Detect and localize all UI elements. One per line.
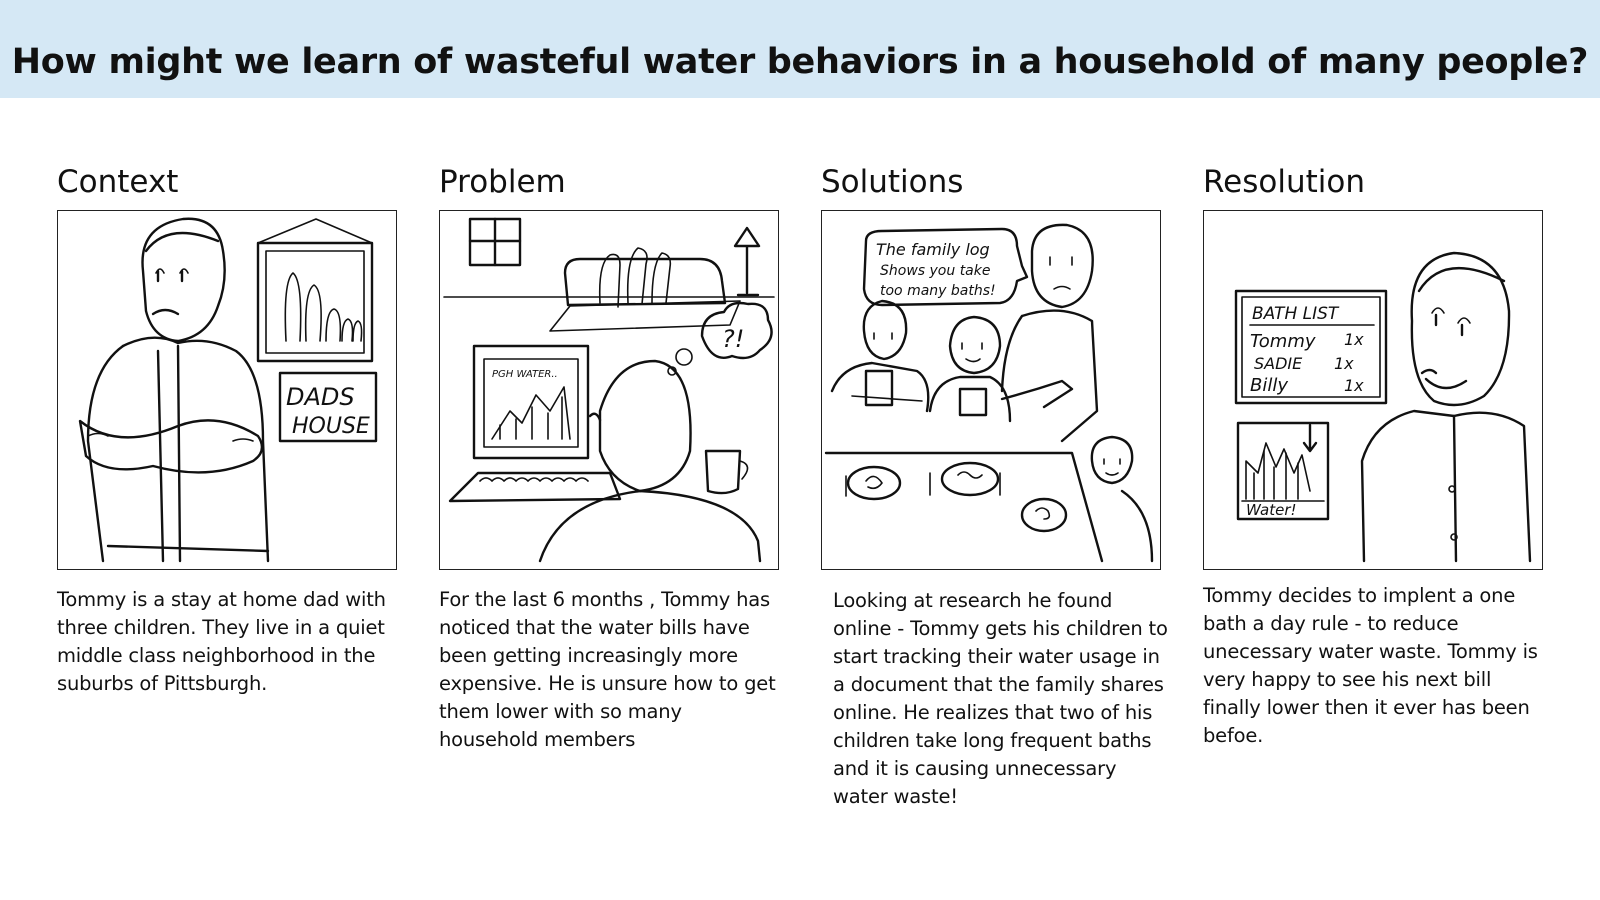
sign-text-dads: DADS (286, 383, 355, 411)
sketch-frame: BATH LIST Tommy 1x SADIE 1x Billy 1x Wat… (1203, 210, 1543, 570)
list-name-sadie: SADIE (1254, 354, 1303, 373)
sign-text-house: HOUSE (292, 414, 370, 439)
sketch-water-bill-worry: PGH WATER.. ?! (443, 217, 775, 563)
panel-caption: Looking at research he found online - To… (833, 589, 1168, 808)
sketch-dad-house: DADS HOUSE (78, 217, 378, 563)
thought-text: ?! (722, 325, 744, 353)
sketch-frame: DADS HOUSE (57, 210, 397, 570)
panel-heading: Problem (439, 164, 566, 200)
list-count-billy: 1x (1344, 376, 1364, 395)
panel-caption: Tommy decides to implent a one bath a da… (1203, 584, 1538, 747)
chart-label: Water! (1246, 501, 1297, 519)
bubble-line-1: The family log (876, 240, 990, 259)
sketch-bath-list: BATH LIST Tommy 1x SADIE 1x Billy 1x Wat… (1234, 251, 1532, 563)
title-banner: How might we learn of wasteful water beh… (0, 0, 1600, 98)
list-count-tommy: 1x (1344, 330, 1364, 349)
panel-heading: Resolution (1203, 164, 1365, 200)
page-title: How might we learn of wasteful water beh… (11, 42, 1589, 82)
panel-solutions: Solutions The family log Shows you take … (821, 160, 1168, 808)
sketch-frame: The family log Shows you take too many b… (821, 210, 1161, 570)
monitor-text: PGH WATER.. (492, 369, 558, 380)
list-name-tommy: Tommy (1250, 331, 1316, 352)
bubble-line-3: too many baths! (880, 283, 996, 299)
list-name-billy: Billy (1250, 375, 1288, 396)
panel-problem: Problem PGH WATER.. (439, 160, 779, 751)
panel-heading: Solutions (821, 164, 964, 200)
bubble-line-2: Shows you take (880, 263, 990, 279)
panel-resolution: Resolution BATH LIST Tommy 1x SADIE 1x B… (1203, 160, 1543, 747)
list-count-sadie: 1x (1334, 354, 1354, 373)
panel-context: Context DADS HOUSE Tomm (57, 160, 397, 695)
panel-caption: Tommy is a stay at home dad with three c… (57, 588, 386, 695)
list-title: BATH LIST (1252, 304, 1340, 324)
sketch-family-log: The family log Shows you take too many b… (824, 223, 1154, 563)
panel-caption: For the last 6 months , Tommy has notice… (439, 588, 776, 751)
panel-heading: Context (57, 164, 179, 200)
sketch-frame: PGH WATER.. ?! (439, 210, 779, 570)
